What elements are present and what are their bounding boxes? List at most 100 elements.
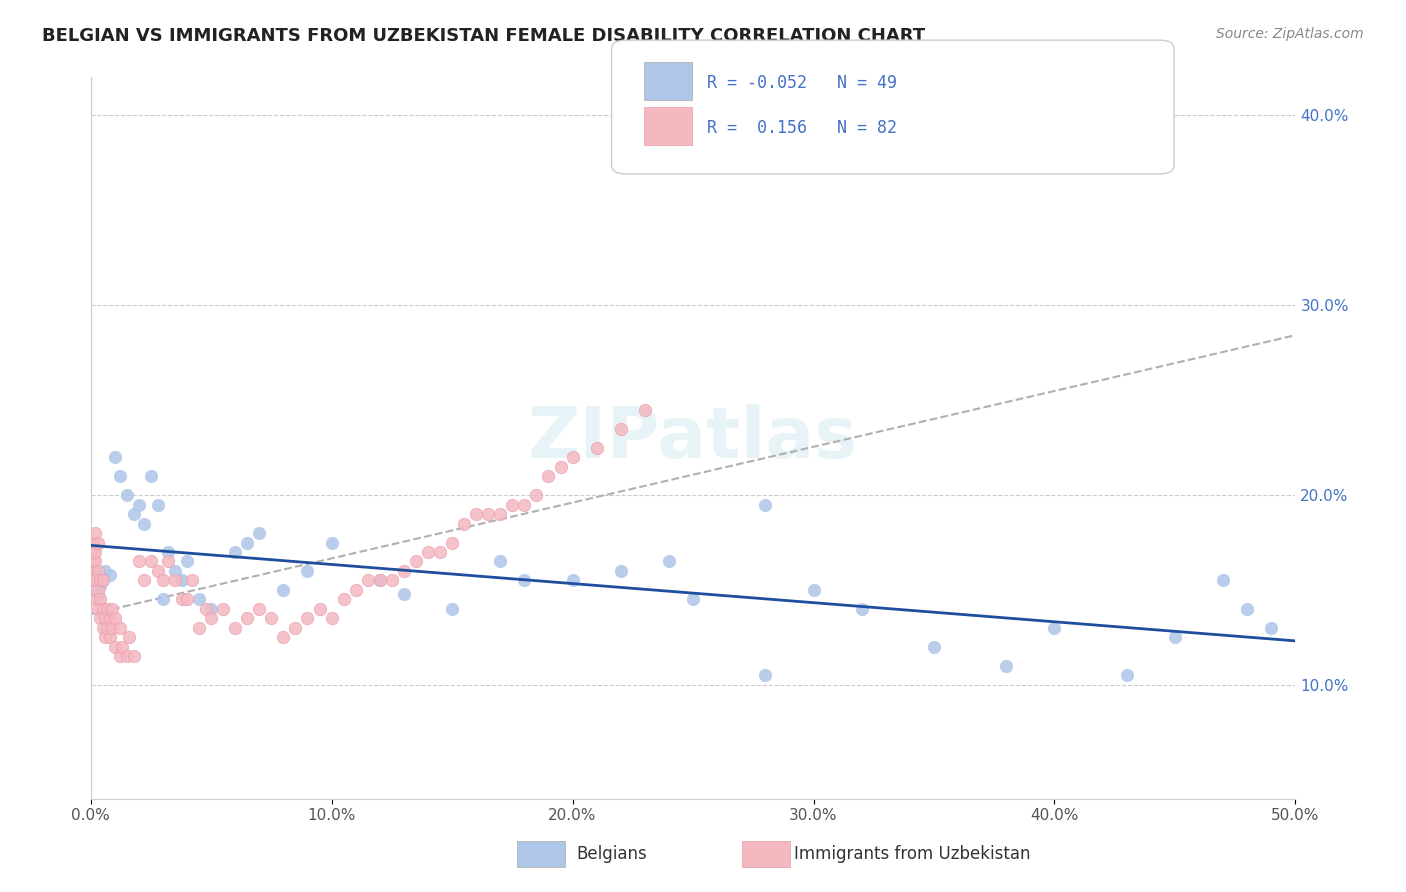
Point <box>321 611 343 625</box>
Point <box>101 621 124 635</box>
Point <box>87 535 110 549</box>
Point <box>115 649 138 664</box>
Text: BELGIAN VS IMMIGRANTS FROM UZBEKISTAN FEMALE DISABILITY CORRELATION CHART: BELGIAN VS IMMIGRANTS FROM UZBEKISTAN FE… <box>42 27 925 45</box>
Point <box>146 498 169 512</box>
Point <box>297 564 319 578</box>
Point <box>754 498 776 512</box>
Point <box>82 554 104 568</box>
Point <box>87 564 110 578</box>
Point <box>682 592 704 607</box>
Point <box>1236 602 1258 616</box>
Point <box>537 469 560 483</box>
Point <box>91 574 114 588</box>
Point <box>236 611 259 625</box>
Point <box>188 621 211 635</box>
Point <box>89 574 111 588</box>
Point <box>200 611 222 625</box>
Point <box>1212 574 1234 588</box>
Point <box>146 564 169 578</box>
Point <box>152 592 174 607</box>
Point <box>260 611 283 625</box>
Point <box>94 631 117 645</box>
Point <box>357 574 380 588</box>
Point <box>585 441 607 455</box>
Point <box>98 611 121 625</box>
Point <box>163 564 186 578</box>
Point <box>128 554 150 568</box>
Point <box>132 574 155 588</box>
Point <box>561 574 583 588</box>
Point <box>477 507 499 521</box>
Point <box>188 592 211 607</box>
Point <box>91 621 114 635</box>
Point <box>111 640 134 654</box>
Point <box>108 469 131 483</box>
Point <box>108 649 131 664</box>
Point <box>104 611 127 625</box>
Text: Source: ZipAtlas.com: Source: ZipAtlas.com <box>1216 27 1364 41</box>
Point <box>87 587 110 601</box>
Point <box>995 659 1018 673</box>
Point <box>94 564 117 578</box>
Point <box>200 602 222 616</box>
Point <box>84 592 107 607</box>
Point <box>368 574 391 588</box>
Point <box>332 592 354 607</box>
Text: ZIPatlas: ZIPatlas <box>529 403 858 473</box>
Point <box>224 621 246 635</box>
Point <box>156 554 179 568</box>
Point <box>550 459 572 474</box>
Point <box>273 582 295 597</box>
Point <box>122 507 145 521</box>
Point <box>273 631 295 645</box>
Point <box>152 574 174 588</box>
Point <box>82 535 104 549</box>
Point <box>754 668 776 682</box>
Point <box>392 564 415 578</box>
Point <box>513 498 536 512</box>
Point <box>513 574 536 588</box>
Point <box>308 602 330 616</box>
Point <box>297 611 319 625</box>
Point <box>96 602 118 616</box>
Point <box>104 450 127 464</box>
Point <box>851 602 873 616</box>
Point <box>132 516 155 531</box>
Point <box>89 611 111 625</box>
Point <box>172 574 194 588</box>
Point <box>108 621 131 635</box>
Point <box>82 574 104 588</box>
Point <box>101 602 124 616</box>
Point <box>176 592 198 607</box>
Point <box>658 554 681 568</box>
Point <box>84 564 107 578</box>
Point <box>96 621 118 635</box>
Point <box>91 602 114 616</box>
Point <box>91 574 114 588</box>
Point <box>139 469 162 483</box>
Point <box>94 611 117 625</box>
Point <box>122 649 145 664</box>
Point <box>98 631 121 645</box>
Point <box>501 498 523 512</box>
Point <box>441 602 464 616</box>
Text: Belgians: Belgians <box>576 845 647 863</box>
Point <box>128 498 150 512</box>
Text: R = -0.052   N = 49: R = -0.052 N = 49 <box>707 74 897 92</box>
Point <box>156 545 179 559</box>
Point <box>381 574 404 588</box>
Point <box>465 507 488 521</box>
Point <box>922 640 945 654</box>
Point <box>453 516 475 531</box>
Point <box>87 582 110 597</box>
Point <box>84 545 107 559</box>
Point <box>344 582 367 597</box>
Point <box>176 554 198 568</box>
Text: R =  0.156   N = 82: R = 0.156 N = 82 <box>707 119 897 136</box>
Point <box>89 592 111 607</box>
Point <box>803 582 825 597</box>
Text: Immigrants from Uzbekistan: Immigrants from Uzbekistan <box>794 845 1031 863</box>
Point <box>98 567 121 582</box>
Point <box>212 602 235 616</box>
Point <box>489 507 512 521</box>
